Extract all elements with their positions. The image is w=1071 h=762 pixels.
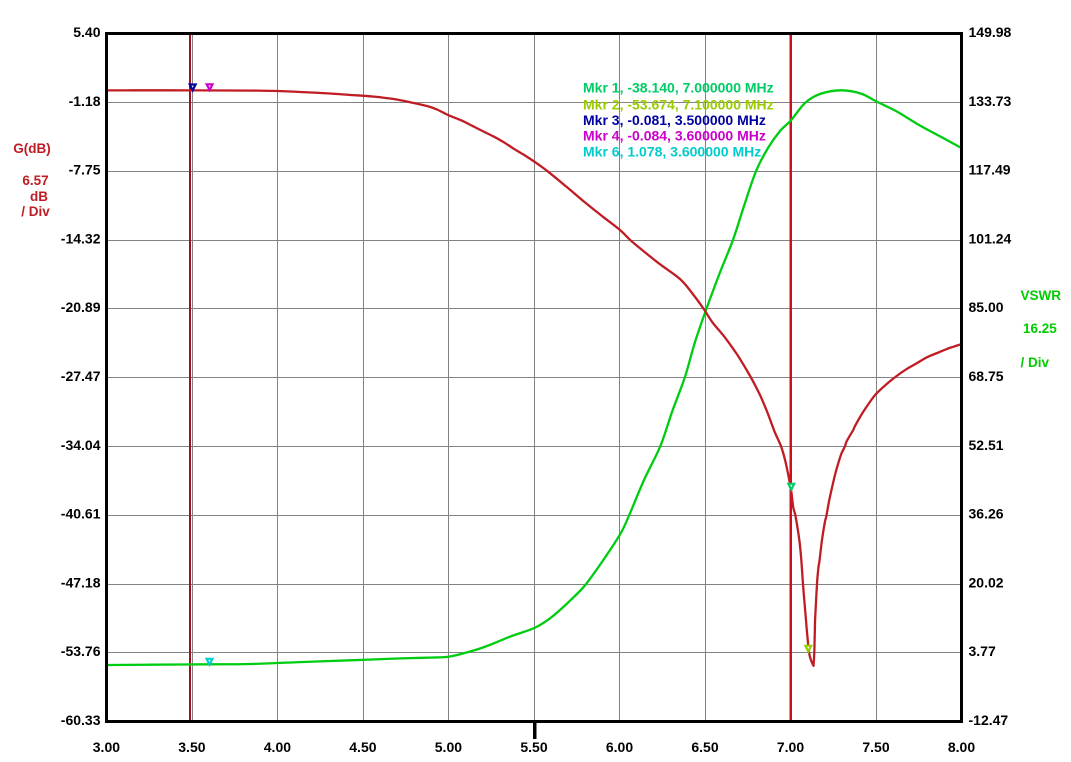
svg-text:Mkr 6, 1.078, 3.600000 MHz: Mkr 6, 1.078, 3.600000 MHz [583, 143, 761, 159]
svg-text:8.00: 8.00 [948, 739, 975, 755]
svg-text:-12.47: -12.47 [969, 712, 1009, 728]
svg-text:Mkr 2, -53.674, 7.100000 MHz: Mkr 2, -53.674, 7.100000 MHz [583, 96, 774, 112]
svg-text:5.50: 5.50 [520, 739, 547, 755]
svg-text:68.75: 68.75 [969, 368, 1004, 384]
svg-text:-20.89: -20.89 [61, 299, 101, 315]
svg-text:85.00: 85.00 [969, 299, 1004, 315]
svg-text:6.50: 6.50 [691, 739, 718, 755]
svg-text:133.73: 133.73 [969, 93, 1012, 109]
svg-text:dB: dB [30, 189, 48, 204]
svg-text:5.00: 5.00 [435, 739, 462, 755]
svg-text:6.57: 6.57 [22, 173, 48, 188]
svg-text:VSWR: VSWR [1021, 288, 1062, 303]
svg-text:149.98: 149.98 [969, 24, 1012, 40]
svg-text:20.02: 20.02 [969, 574, 1004, 590]
svg-text:4.50: 4.50 [349, 739, 376, 755]
svg-text:3.77: 3.77 [969, 643, 996, 659]
svg-text:117.49: 117.49 [969, 162, 1011, 178]
svg-text:Mkr 1, -38.140, 7.000000 MHz: Mkr 1, -38.140, 7.000000 MHz [583, 80, 774, 96]
svg-text:-47.18: -47.18 [61, 574, 101, 590]
svg-text:-53.76: -53.76 [61, 643, 101, 659]
svg-text:/ Div: / Div [21, 204, 50, 219]
svg-text:Mkr 4, -0.084, 3.600000 MHz: Mkr 4, -0.084, 3.600000 MHz [583, 128, 766, 144]
svg-text:G(dB): G(dB) [13, 141, 51, 156]
svg-text:3.50: 3.50 [178, 739, 205, 755]
svg-text:-40.61: -40.61 [61, 506, 101, 522]
svg-text:7.50: 7.50 [862, 739, 889, 755]
svg-text:6.00: 6.00 [606, 739, 633, 755]
svg-text:Mkr 3, -0.081, 3.500000 MHz: Mkr 3, -0.081, 3.500000 MHz [583, 112, 766, 128]
svg-text:-14.32: -14.32 [61, 230, 101, 246]
svg-text:7.00: 7.00 [777, 739, 804, 755]
svg-text:-27.47: -27.47 [61, 368, 101, 384]
svg-text:-34.04: -34.04 [61, 437, 101, 453]
svg-text:4.00: 4.00 [264, 739, 291, 755]
svg-text:52.51: 52.51 [969, 437, 1004, 453]
svg-text:-60.33: -60.33 [61, 712, 101, 728]
svg-text:3.00: 3.00 [93, 739, 120, 755]
svg-text:5.40: 5.40 [73, 24, 100, 40]
svg-text:-7.75: -7.75 [69, 162, 101, 178]
svg-text:/ Div: / Div [1021, 355, 1050, 370]
svg-text:-1.18: -1.18 [69, 93, 101, 109]
svg-text:16.25: 16.25 [1023, 321, 1057, 336]
svg-text:101.24: 101.24 [969, 230, 1012, 246]
svg-text:36.26: 36.26 [969, 506, 1004, 522]
